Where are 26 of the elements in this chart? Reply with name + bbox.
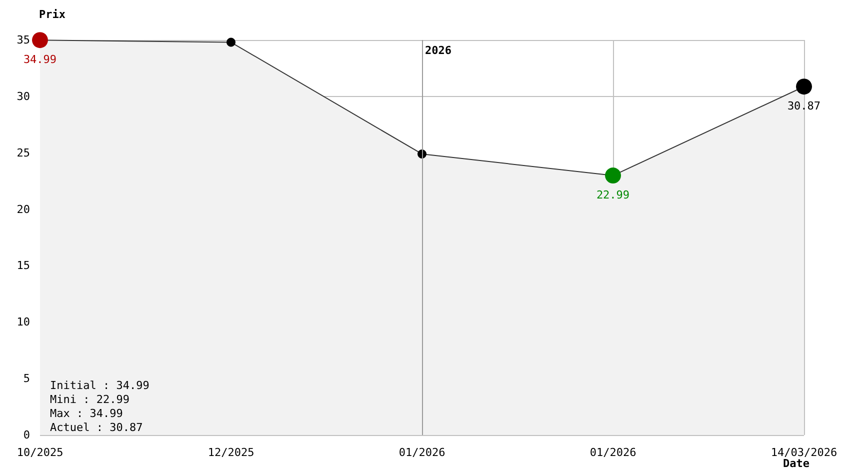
ref-line-label: 2026	[425, 44, 452, 57]
y-tick-label: 0	[23, 428, 30, 442]
x-tick-label: 01/2026	[398, 446, 446, 459]
y-tick-label: 20	[16, 202, 30, 216]
x-axis-title: Date	[783, 457, 810, 470]
y-tick-label: 25	[16, 146, 30, 160]
x-tick-label: 01/2026	[590, 446, 636, 459]
x-tick-label: 14/03/2026	[770, 446, 838, 459]
data-label: 34.99	[23, 53, 57, 66]
annotation: Max : 34.99	[50, 407, 123, 420]
point	[32, 32, 48, 48]
annotation: Mini : 22.99	[50, 393, 130, 406]
x-tick-label: 10/2025	[16, 446, 64, 459]
y-tick-label: 10	[16, 316, 30, 329]
y-tick-label: 30	[16, 90, 30, 103]
y-axis-title: Prix	[39, 8, 66, 21]
annotation: Actuel : 30.87	[50, 421, 143, 434]
annotation: Initial : 34.99	[50, 379, 150, 392]
y-tick-label: 15	[16, 259, 30, 272]
y-tick-label: 5	[23, 372, 30, 386]
data-label: 30.87	[787, 100, 821, 113]
y-tick-label: 35	[16, 34, 30, 46]
point	[796, 78, 812, 95]
data-label: 22.99	[596, 188, 630, 202]
x-tick-label: 12/2025	[208, 446, 254, 459]
point	[605, 168, 621, 184]
